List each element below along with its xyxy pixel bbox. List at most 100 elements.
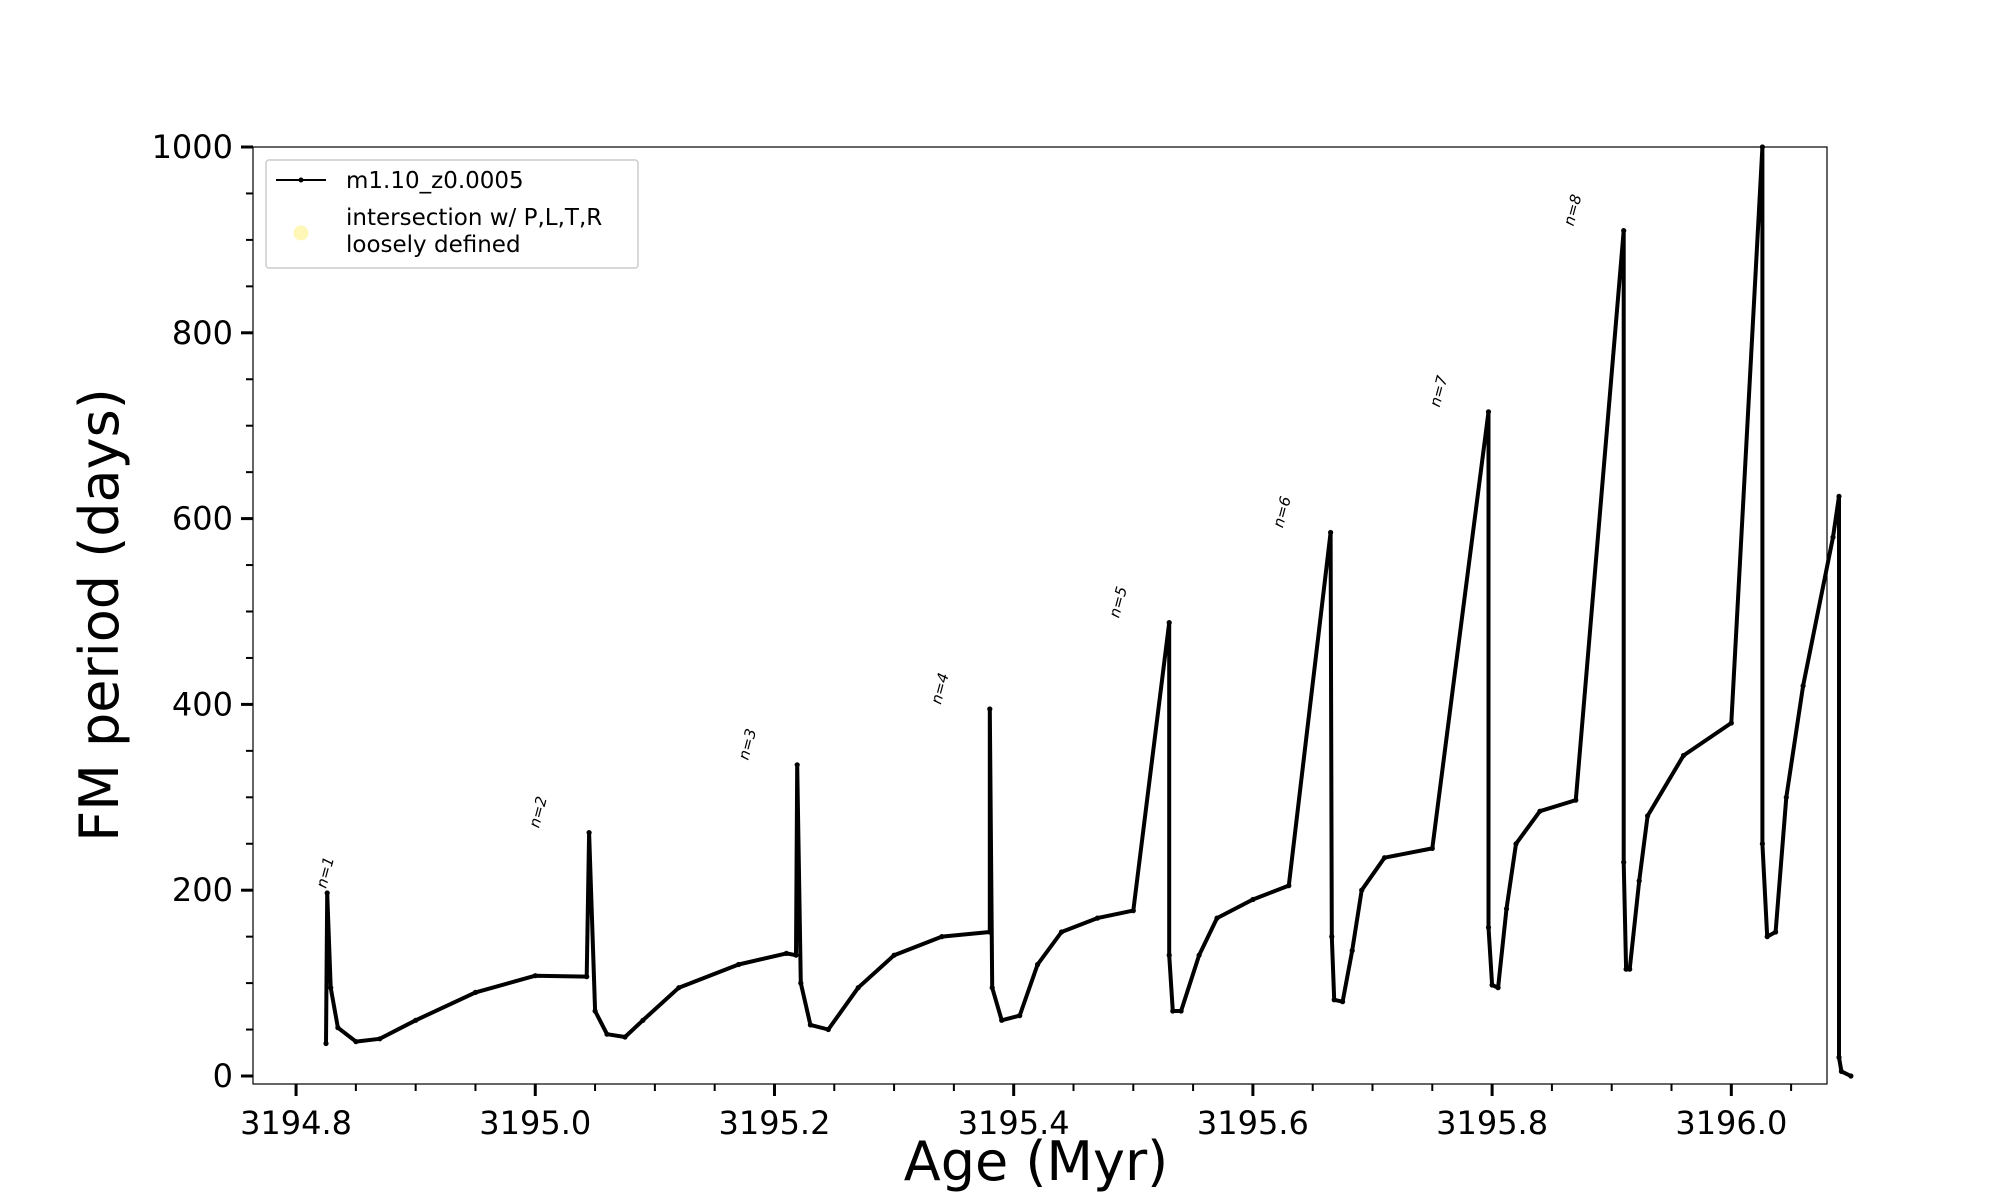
data-point xyxy=(323,1040,329,1047)
data-point xyxy=(1848,1073,1854,1079)
plot-frame xyxy=(252,146,1828,1085)
data-point xyxy=(584,974,590,980)
pulse-label: n=8 xyxy=(1560,192,1586,227)
pulse-label: n=1 xyxy=(312,855,338,890)
y-tick-label: 200 xyxy=(172,871,233,909)
data-point xyxy=(1764,934,1770,940)
y-axis-label: FM period (days) xyxy=(68,388,131,842)
data-point xyxy=(1838,1068,1844,1074)
y-tick-label: 400 xyxy=(172,685,233,723)
data-point xyxy=(999,1017,1005,1023)
data-point xyxy=(335,1025,341,1031)
data-point xyxy=(1836,1054,1842,1060)
pulse-label: n=7 xyxy=(1426,373,1452,409)
data-point xyxy=(676,985,682,991)
data-point xyxy=(1485,409,1492,415)
data-point xyxy=(1783,794,1789,800)
data-point xyxy=(891,952,897,958)
data-point xyxy=(1331,997,1337,1003)
x-tick-label: 3196.0 xyxy=(1675,1104,1787,1142)
data-point xyxy=(1286,883,1292,889)
data-point xyxy=(1836,493,1842,499)
data-point xyxy=(1166,620,1172,626)
data-point xyxy=(1573,797,1579,803)
data-point xyxy=(1094,915,1100,921)
data-point xyxy=(1381,855,1388,861)
data-point xyxy=(640,1017,646,1023)
data-point xyxy=(622,1034,628,1040)
y-tick-label: 1000 xyxy=(152,128,233,166)
data-point xyxy=(1627,966,1633,972)
data-point xyxy=(1485,924,1492,931)
data-point xyxy=(793,952,799,958)
legend-entry-loosely-defined: loosely defined xyxy=(346,232,521,258)
data-point xyxy=(1214,915,1220,921)
data-point xyxy=(807,1022,814,1028)
data-point xyxy=(328,985,334,991)
data-point xyxy=(798,980,804,986)
data-point xyxy=(1621,859,1627,865)
data-point xyxy=(1035,961,1041,968)
data-point xyxy=(989,985,995,991)
pulse-label: n=5 xyxy=(1105,584,1131,619)
data-point xyxy=(472,989,479,996)
data-point xyxy=(1130,908,1136,914)
data-point xyxy=(794,762,800,768)
x-tick-label: 3195.8 xyxy=(1436,1104,1548,1142)
data-point xyxy=(1800,683,1806,689)
data-point xyxy=(377,1036,383,1042)
y-tick-label: 800 xyxy=(172,314,233,352)
data-point xyxy=(1621,228,1627,234)
data-point xyxy=(353,1039,359,1045)
series-line xyxy=(324,145,1853,1078)
data-point xyxy=(939,934,945,940)
data-point xyxy=(1680,752,1687,759)
data-point xyxy=(1359,887,1365,893)
data-point xyxy=(1537,808,1543,814)
data-point xyxy=(1773,929,1779,935)
data-point xyxy=(413,1017,419,1023)
axes: 3194.8 3195.0 3195.2 3195.4 3195.6 3195.8 3196… xyxy=(152,128,1828,1142)
data-point xyxy=(532,973,538,979)
data-point xyxy=(1196,952,1202,958)
data-point xyxy=(1329,934,1335,940)
legend-entry-intersection: intersection w/ P,L,T,R xyxy=(346,205,602,231)
x-tick-label: 3195.6 xyxy=(1197,1104,1309,1142)
data-point xyxy=(783,950,790,957)
legend-entry-series: m1.10_z0.0005 xyxy=(346,168,524,194)
data-point xyxy=(1513,841,1519,847)
data-point xyxy=(1830,534,1836,540)
data-point xyxy=(1489,982,1495,988)
data-point xyxy=(987,706,993,712)
legend-frame xyxy=(265,159,639,269)
legend: m1.10_z0.0005 intersection w/ P,L,T,R lo… xyxy=(265,159,639,269)
data-point xyxy=(825,1026,831,1033)
data-point xyxy=(1328,529,1334,536)
data-point xyxy=(1503,906,1510,912)
x-tick-label: 3195.2 xyxy=(718,1104,830,1142)
data-point xyxy=(1340,999,1346,1005)
data-point xyxy=(1058,929,1065,935)
data-series xyxy=(323,144,1854,1079)
annotations: n=1 n=2 n=3 n=4 n=5 n=6 n=7 n=8 xyxy=(312,192,1585,890)
pulse-label: n=6 xyxy=(1269,494,1295,529)
x-axis-label: Age (Myr) xyxy=(904,1130,1169,1193)
data-point xyxy=(1017,1013,1023,1019)
pulse-label: n=2 xyxy=(525,794,551,829)
data-point xyxy=(1170,1008,1176,1014)
pulse-label: n=4 xyxy=(927,671,953,706)
data-point xyxy=(855,985,861,991)
data-point xyxy=(1728,720,1734,726)
legend-marker-sample xyxy=(298,177,304,183)
data-point xyxy=(592,1008,598,1014)
pulse-label: n=3 xyxy=(735,727,761,762)
data-point xyxy=(1623,966,1629,972)
legend-intersection-marker xyxy=(293,225,309,241)
x-tick-label: 3195.0 xyxy=(479,1104,591,1142)
data-point xyxy=(1495,985,1501,991)
data-point xyxy=(604,1031,610,1037)
data-point xyxy=(1349,948,1355,954)
data-point xyxy=(1759,841,1765,847)
data-point xyxy=(586,830,592,836)
